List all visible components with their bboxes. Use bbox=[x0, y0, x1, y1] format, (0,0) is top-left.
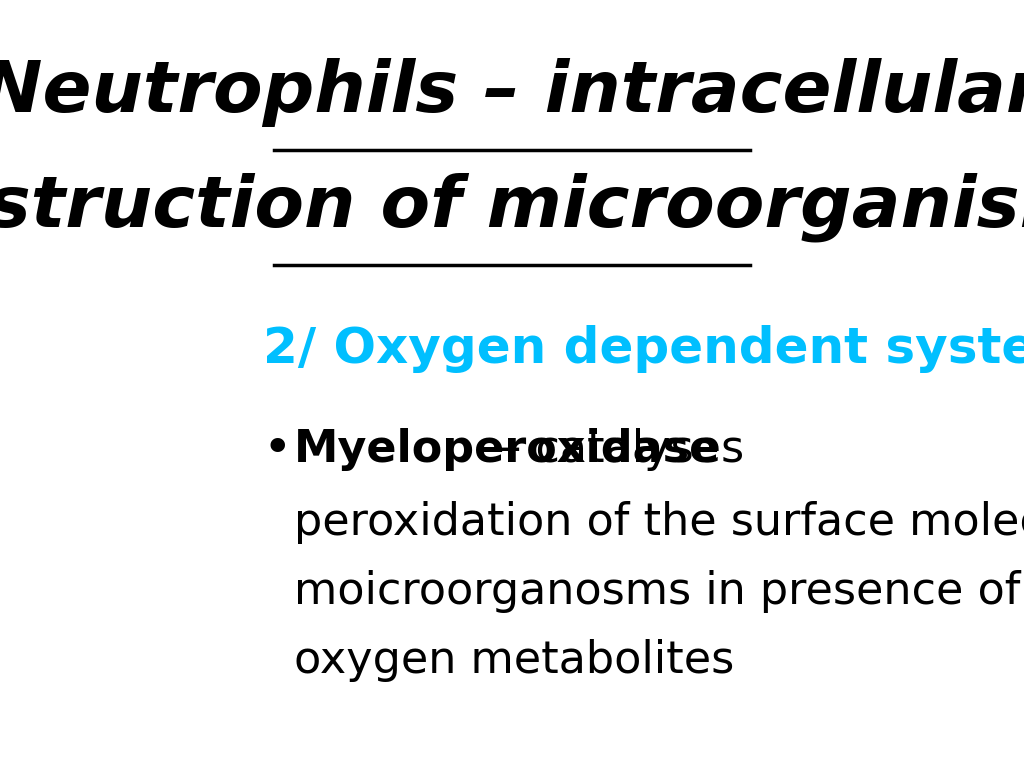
Text: peroxidation of the surface molecules of: peroxidation of the surface molecules of bbox=[294, 501, 1024, 544]
Text: 2/ Oxygen dependent systems: 2/ Oxygen dependent systems bbox=[262, 326, 1024, 373]
Text: •: • bbox=[262, 425, 292, 473]
Text: Neutrophils – intracellular: Neutrophils – intracellular bbox=[0, 58, 1024, 127]
Text: destruction of microorganisms: destruction of microorganisms bbox=[0, 173, 1024, 242]
Text: – catalyses: – catalyses bbox=[485, 428, 744, 471]
Text: Myeloperoxidase: Myeloperoxidase bbox=[294, 428, 720, 471]
Text: moicroorganosms in presence of toxic: moicroorganosms in presence of toxic bbox=[294, 570, 1024, 613]
Text: oxygen metabolites: oxygen metabolites bbox=[294, 639, 734, 682]
